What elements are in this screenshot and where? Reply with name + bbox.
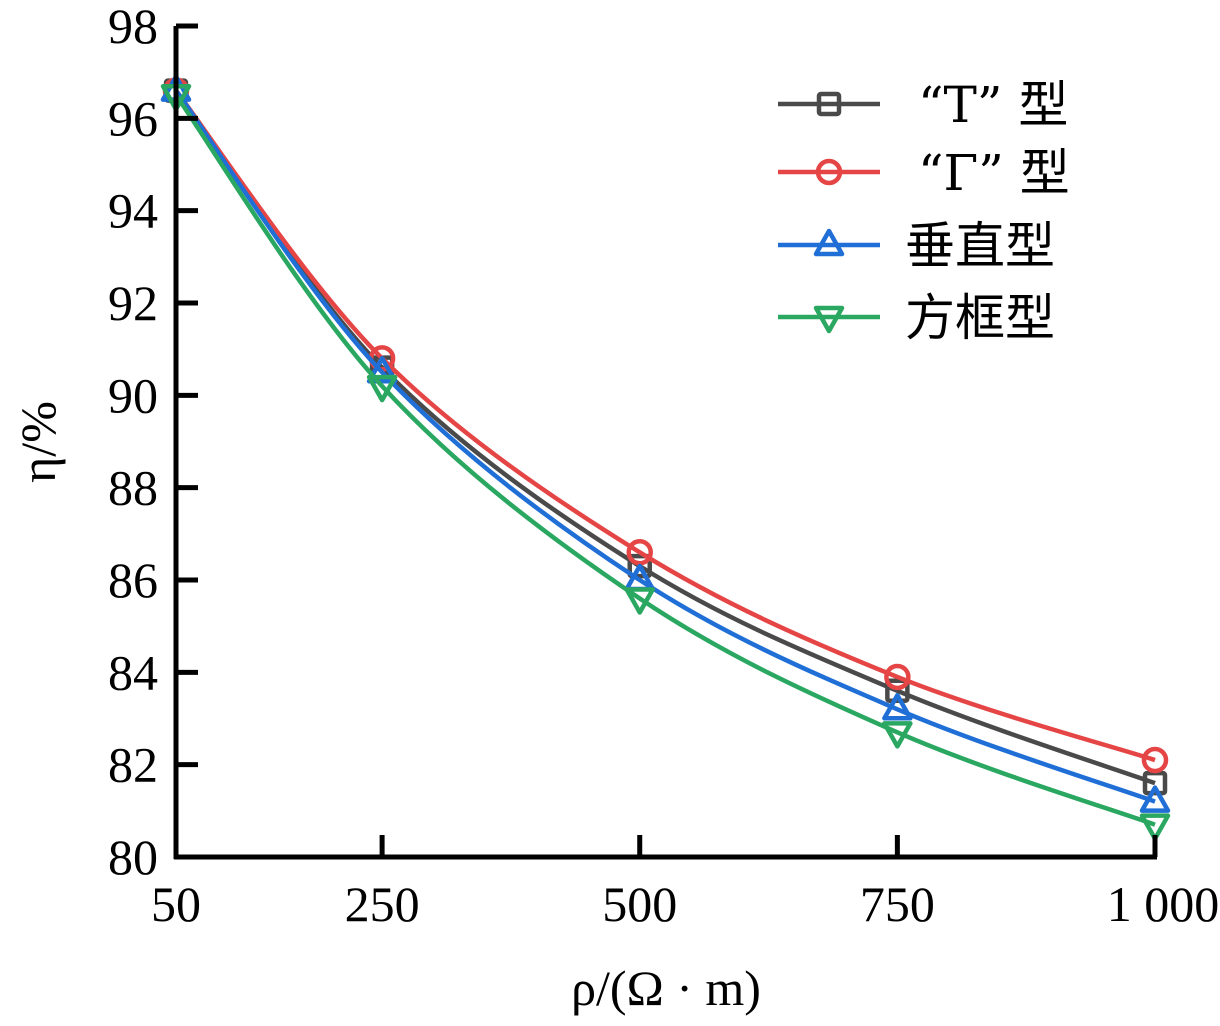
x-tick-label: 500	[602, 876, 677, 932]
legend-label: “Γ” 型	[918, 144, 1070, 202]
legend-label: 方框型	[905, 289, 1055, 347]
legend-marker	[813, 305, 845, 334]
legend-marker	[813, 228, 845, 257]
data-point-marker	[884, 663, 911, 691]
legend-label: “T” 型	[918, 76, 1068, 134]
series-line	[174, 93, 1156, 827]
y-tick-label: 92	[108, 275, 158, 331]
data-point-marker	[627, 553, 652, 579]
legend-marker	[815, 158, 843, 186]
data-point-marker	[885, 678, 910, 704]
y-tick-label: 88	[108, 460, 158, 516]
x-ticks: 50 250 500 750 1 000	[151, 835, 1219, 932]
y-tick-label: 94	[108, 183, 158, 239]
series-line	[174, 89, 1156, 763]
y-axis-label: η/%	[10, 401, 66, 483]
y-tick-label: 98	[108, 0, 158, 54]
x-tick-label: 250	[345, 876, 420, 932]
x-axis-label: ρ/(Ω · m)	[571, 960, 761, 1016]
data-point-marker	[366, 374, 398, 403]
y-tick-label: 82	[108, 737, 158, 793]
legend-item: “Γ” 型	[778, 144, 1070, 202]
data-point-marker	[1139, 785, 1171, 813]
data-point-marker	[624, 587, 655, 615]
legend-label: 垂直型	[905, 217, 1055, 275]
y-tick-label: 96	[108, 90, 158, 146]
legend-item: 垂直型	[778, 217, 1055, 275]
axes	[173, 26, 1157, 860]
data-point-marker	[1141, 746, 1169, 774]
x-tick-label: 750	[860, 876, 935, 932]
y-tick-label: 90	[108, 367, 158, 423]
x-tick-label: 1 000	[1107, 876, 1220, 932]
y-ticks: 80 82 84 86 88 90 92 94 96 98	[108, 0, 198, 885]
y-tick-label: 84	[108, 644, 158, 700]
data-point-marker	[882, 693, 913, 721]
data-point-marker	[366, 356, 398, 384]
y-tick-label: 86	[108, 552, 158, 608]
legend-item: 方框型	[778, 289, 1055, 347]
legend-item: “T” 型	[778, 76, 1068, 134]
data-point-marker	[626, 539, 653, 566]
legend-marker	[816, 91, 842, 117]
x-tick-label: 50	[151, 876, 201, 932]
data-point-marker	[882, 721, 913, 749]
data-point-marker	[1139, 813, 1171, 841]
y-tick-label: 80	[108, 829, 158, 885]
